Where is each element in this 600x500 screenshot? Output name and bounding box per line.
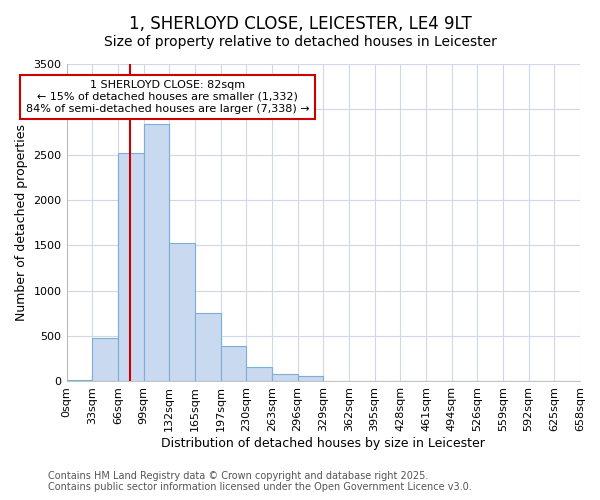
Y-axis label: Number of detached properties: Number of detached properties	[15, 124, 28, 321]
Bar	[272, 374, 298, 382]
Text: Contains HM Land Registry data © Crown copyright and database right 2025.
Contai: Contains HM Land Registry data © Crown c…	[48, 471, 472, 492]
Bar	[298, 376, 323, 382]
Bar	[143, 124, 169, 382]
Text: 1, SHERLOYD CLOSE, LEICESTER, LE4 9LT: 1, SHERLOYD CLOSE, LEICESTER, LE4 9LT	[128, 15, 472, 33]
Bar	[67, 380, 92, 382]
Bar	[92, 338, 118, 382]
Bar	[195, 314, 221, 382]
Bar	[221, 346, 246, 382]
Text: 1 SHERLOYD CLOSE: 82sqm
← 15% of detached houses are smaller (1,332)
84% of semi: 1 SHERLOYD CLOSE: 82sqm ← 15% of detache…	[26, 80, 310, 114]
Bar	[246, 368, 272, 382]
Bar	[169, 242, 195, 382]
Text: Size of property relative to detached houses in Leicester: Size of property relative to detached ho…	[104, 35, 496, 49]
Bar	[118, 153, 143, 382]
X-axis label: Distribution of detached houses by size in Leicester: Distribution of detached houses by size …	[161, 437, 485, 450]
